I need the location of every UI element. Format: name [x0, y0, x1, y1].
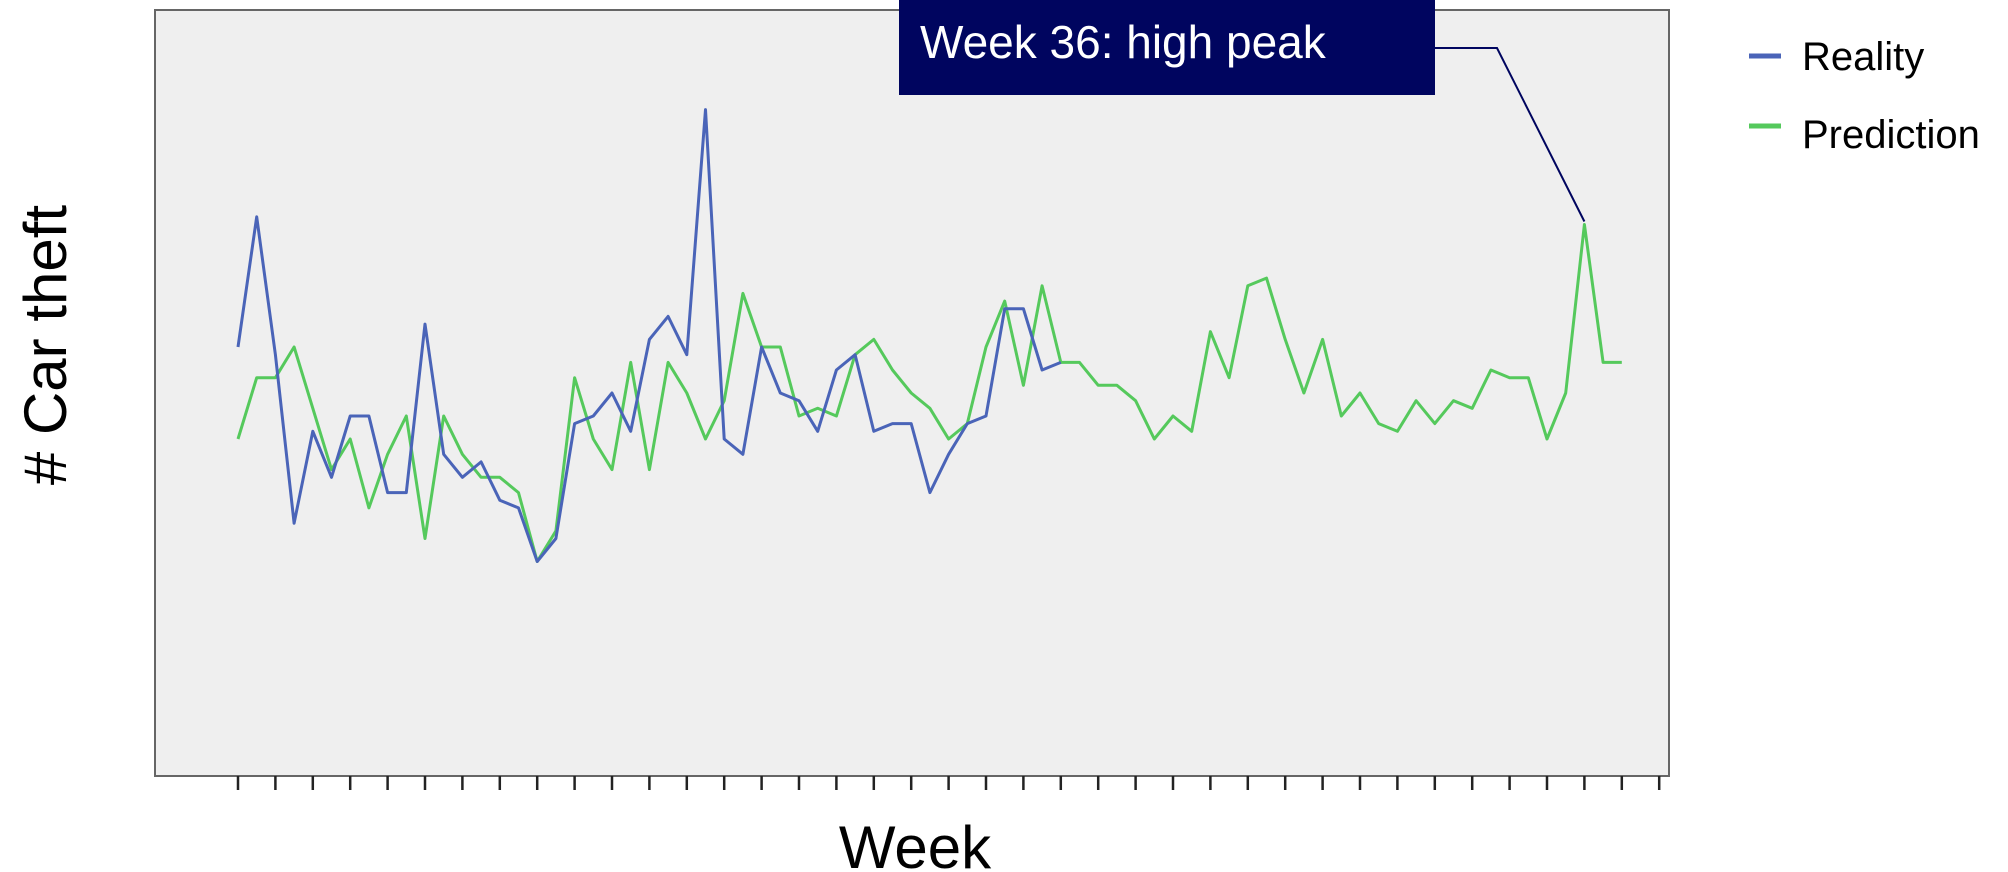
series-line-reality — [236, 108, 1062, 563]
series-layer — [236, 108, 1622, 563]
annotation-text: Week 36: high peak — [920, 16, 1327, 68]
legend: Reality Prediction — [1749, 35, 1980, 157]
x-axis-ticks — [236, 776, 1661, 790]
annotation-box — [899, 0, 1435, 95]
legend-label-prediction: Prediction — [1802, 113, 1980, 157]
y-axis-title: # Car theft — [12, 205, 79, 485]
annotation-leader-line — [1435, 47, 1586, 222]
annotation-layer: Week 36: high peak — [899, 0, 1586, 222]
x-axis-title: Week — [839, 814, 992, 872]
legend-label-reality: Reality — [1802, 35, 1924, 79]
series-line-prediction — [236, 223, 1622, 563]
